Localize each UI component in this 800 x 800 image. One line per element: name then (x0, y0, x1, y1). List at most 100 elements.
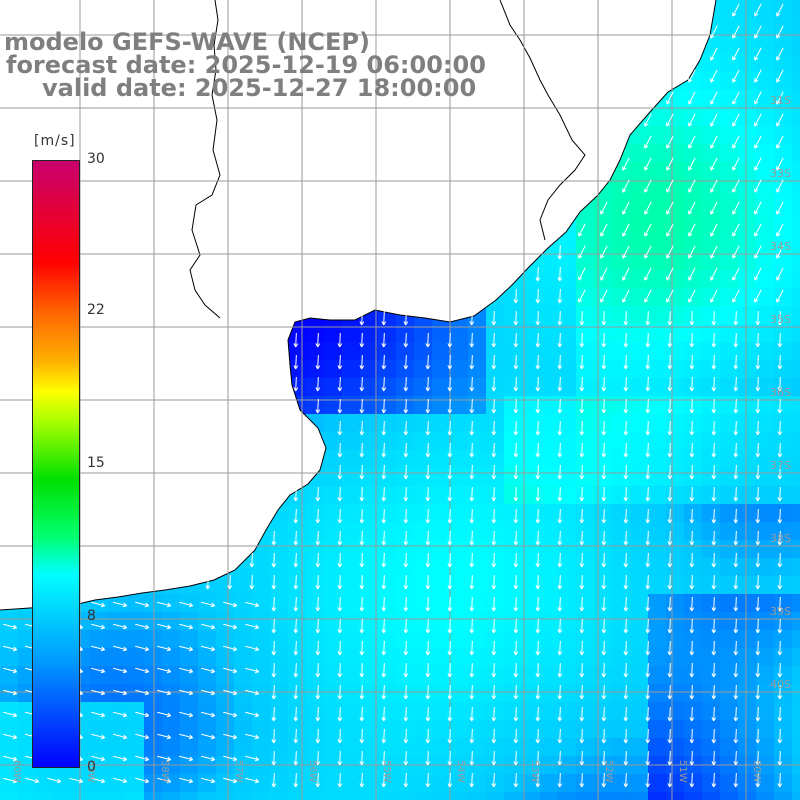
wind-cell (756, 216, 774, 234)
wind-arrow (293, 684, 299, 700)
wind-arrow (447, 486, 453, 502)
wind-cell (576, 270, 594, 288)
wind-arrow (711, 574, 717, 590)
wind-cell (648, 144, 666, 162)
wind-arrow (337, 662, 343, 678)
wind-arrow (491, 508, 497, 524)
wind-cell (558, 612, 576, 630)
wind-arrow (667, 574, 673, 590)
wind-arrow (776, 267, 784, 281)
wind-cell (684, 792, 702, 800)
wind-cell (432, 486, 450, 504)
wind-cell (108, 720, 126, 738)
wind-cell (504, 576, 522, 594)
wind-arrow (271, 728, 277, 744)
wind-arrow (245, 645, 260, 652)
wind-arrow (113, 777, 128, 784)
wind-cell (648, 414, 666, 432)
wind-cell (324, 684, 342, 702)
wind-cell (378, 666, 396, 684)
wind-cell (378, 504, 396, 522)
wind-cell (90, 738, 108, 756)
longitude-label: 56W (307, 760, 318, 783)
wind-cell (648, 576, 666, 594)
wind-cell (738, 432, 756, 450)
wind-cell (774, 342, 792, 360)
wind-cell (756, 702, 774, 720)
wind-arrow (337, 508, 343, 524)
wind-arrow (601, 508, 607, 524)
wind-cell (720, 270, 738, 288)
wind-cell (162, 738, 180, 756)
wind-arrow (667, 486, 673, 502)
wind-arrow (315, 728, 321, 744)
wind-arrow (710, 267, 718, 281)
wind-cell (504, 414, 522, 432)
wind-cell (198, 720, 216, 738)
wind-cell (360, 594, 378, 612)
wind-arrow (755, 750, 761, 766)
wind-cell (198, 774, 216, 792)
wind-arrow (337, 596, 343, 612)
wind-arrow (425, 332, 431, 348)
wind-cell (486, 684, 504, 702)
wind-cell (702, 54, 720, 72)
wind-arrow (666, 289, 674, 303)
wind-arrow (557, 266, 563, 282)
wind-cell (738, 522, 756, 540)
wind-cell (630, 252, 648, 270)
wind-cell (648, 234, 666, 252)
wind-arrow (777, 640, 783, 656)
wind-arrow (777, 464, 783, 480)
wind-arrow (403, 486, 409, 502)
wind-cell (720, 414, 738, 432)
wind-cell (342, 504, 360, 522)
wind-arrow (271, 530, 277, 546)
wind-cell (594, 720, 612, 738)
wind-arrow (223, 667, 238, 674)
wind-cell (720, 540, 738, 558)
wind-cell (522, 270, 540, 288)
wind-arrow (776, 135, 784, 149)
wind-cell (684, 486, 702, 504)
wind-cell (522, 666, 540, 684)
wind-arrow (491, 530, 497, 546)
wind-cell (756, 288, 774, 306)
wind-arrow (710, 69, 718, 83)
wind-cell (360, 738, 378, 756)
wind-cell (216, 648, 234, 666)
wind-arrow (381, 486, 387, 502)
wind-cell (378, 378, 396, 396)
wind-cell (738, 630, 756, 648)
wind-cell (792, 126, 800, 144)
wind-arrow (535, 530, 541, 546)
wind-arrow (755, 332, 761, 348)
wind-arrow (359, 706, 365, 722)
wind-arrow (91, 645, 106, 652)
wind-arrow (755, 508, 761, 524)
wind-arrow (157, 667, 172, 674)
wind-arrow (359, 442, 365, 458)
wind-arrow (601, 420, 607, 436)
wind-cell (738, 486, 756, 504)
wind-arrow (776, 289, 784, 303)
wind-cell (108, 630, 126, 648)
wind-arrow (271, 574, 277, 590)
wind-cell (792, 54, 800, 72)
wind-arrow (447, 530, 453, 546)
wind-cell (684, 360, 702, 378)
wind-arrow (601, 376, 607, 392)
wind-cell (522, 432, 540, 450)
wind-cell (792, 504, 800, 522)
wind-cell (432, 522, 450, 540)
wind-cell (180, 702, 198, 720)
wind-cell (522, 324, 540, 342)
wind-arrow (535, 728, 541, 744)
wind-arrow (755, 486, 761, 502)
wind-arrow (623, 750, 629, 766)
wind-arrow (777, 728, 783, 744)
wind-arrow (777, 332, 783, 348)
wind-arrow (711, 706, 717, 722)
